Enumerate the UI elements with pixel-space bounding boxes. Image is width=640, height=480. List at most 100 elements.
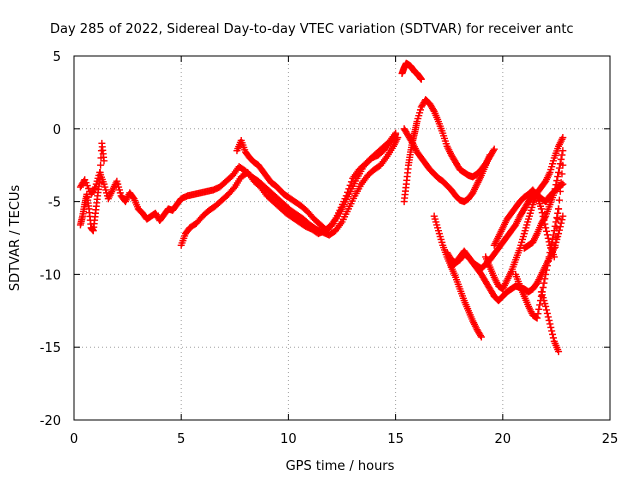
data-point [536, 301, 544, 309]
data-point [542, 270, 550, 278]
data-point [543, 266, 551, 274]
data-point [551, 185, 559, 193]
chart-title: Day 285 of 2022, Sidereal Day-to-day VTE… [50, 22, 574, 37]
y-tick-label: -5 [48, 196, 61, 211]
track-spike [398, 59, 425, 83]
data-point [544, 313, 552, 321]
plot-frame [73, 55, 611, 421]
data-point [547, 323, 555, 331]
data-point [548, 327, 556, 335]
data-point [100, 157, 108, 165]
data-point [559, 147, 567, 155]
data-point [555, 348, 563, 356]
data-point [540, 279, 548, 287]
data-point [533, 314, 541, 322]
data-point [538, 209, 546, 217]
data-point [535, 305, 543, 313]
data-point [555, 230, 563, 238]
data-point [559, 212, 567, 220]
track-hook [400, 125, 494, 206]
data-point [549, 330, 557, 338]
data-point [555, 168, 563, 176]
x-tick-label: 25 [602, 432, 619, 447]
track-late-c [512, 205, 563, 322]
data-point [549, 231, 557, 239]
data-point [553, 177, 561, 185]
data-point [542, 224, 550, 232]
data-point [544, 257, 552, 265]
data-point [558, 151, 566, 159]
data-point [543, 231, 551, 239]
data-point [542, 302, 550, 310]
data-point [557, 155, 565, 163]
data-point [543, 309, 551, 317]
y-tick-label: -20 [40, 414, 61, 429]
data-point [552, 218, 560, 226]
data-point [537, 205, 545, 213]
x-tick-label: 5 [177, 432, 185, 447]
data-point [490, 145, 498, 153]
data-point [552, 181, 560, 189]
data-point [392, 129, 400, 137]
data-point [489, 147, 497, 155]
data-point [556, 160, 564, 168]
track-late-b [490, 161, 567, 261]
data-point [96, 168, 104, 176]
track-late-d [520, 147, 567, 252]
data-point [554, 209, 562, 217]
data-point [541, 214, 549, 222]
data-point [548, 240, 556, 248]
data-point [417, 75, 425, 83]
data-point [550, 189, 558, 197]
data-point [545, 316, 553, 324]
data-point [555, 196, 563, 204]
data-point [477, 332, 485, 340]
x-tick-label: 0 [70, 432, 78, 447]
data-point [556, 187, 564, 195]
data-point [532, 191, 540, 199]
data-point [557, 179, 565, 187]
data-point [96, 176, 104, 184]
data-point [549, 334, 557, 342]
data-point [550, 227, 558, 235]
x-tick-label: 15 [387, 432, 404, 447]
grid-lines [74, 56, 610, 420]
data-point [555, 205, 563, 213]
data-point [543, 262, 551, 270]
data-point [557, 219, 565, 227]
y-tick-label: 5 [53, 50, 61, 65]
x-tick-label: 20 [495, 432, 512, 447]
data-point [546, 249, 554, 257]
data-points [76, 59, 567, 356]
track-upper [233, 131, 400, 235]
data-point [477, 333, 485, 341]
data-point [558, 170, 566, 178]
track-late-a [482, 134, 567, 293]
data-point [551, 243, 559, 251]
data-point [553, 214, 561, 222]
data-point [486, 151, 494, 159]
data-point [97, 161, 105, 169]
data-point [549, 235, 557, 243]
data-point [554, 173, 562, 181]
data-point [559, 134, 567, 142]
y-axis-title: SDTVAR / TECUs [8, 185, 23, 292]
data-point [558, 216, 566, 224]
tick-labels: 0 5 10 15 20 25 -20 -15 -10 -5 0 5 [40, 50, 619, 447]
data-point [541, 275, 549, 283]
data-point [545, 253, 553, 261]
track-start [76, 139, 108, 235]
data-point [534, 310, 542, 318]
track-tail [537, 288, 563, 356]
data-point [543, 306, 551, 314]
data-point [539, 284, 547, 292]
data-point [555, 164, 563, 172]
x-axis-title: GPS time / hours [286, 459, 395, 474]
track-lower [177, 129, 400, 249]
track-drop-a [430, 212, 485, 341]
data-point [551, 222, 559, 230]
data-point [543, 227, 551, 235]
y-tick-label: -15 [40, 341, 61, 356]
x-tick-label: 10 [280, 432, 297, 447]
